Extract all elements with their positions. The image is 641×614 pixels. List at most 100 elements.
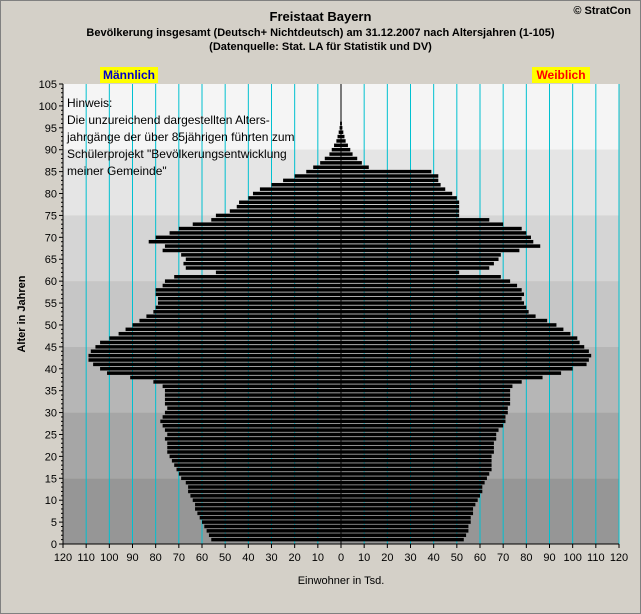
axes: 0 5 10 15 20 25 30 35 40 45 50 55 60 65 70 75 80 85 90 95 10… bbox=[39, 79, 629, 564]
bar-female bbox=[341, 174, 439, 178]
bar-female bbox=[341, 257, 499, 261]
bar-female bbox=[341, 437, 497, 441]
bar-male bbox=[192, 498, 341, 502]
bar-female bbox=[341, 410, 508, 415]
bar-female bbox=[341, 472, 490, 476]
y-tick-label: 75 bbox=[45, 210, 57, 222]
bar-female bbox=[341, 310, 529, 314]
bar-male bbox=[174, 275, 341, 279]
x-tick-label: 110 bbox=[587, 552, 605, 564]
bar-male bbox=[329, 152, 341, 156]
y-tick-label: 105 bbox=[39, 79, 57, 91]
bar-female bbox=[341, 283, 518, 288]
bar-female bbox=[341, 261, 494, 266]
bar-male bbox=[183, 261, 341, 266]
bar-male bbox=[155, 292, 341, 297]
note-line: Schülerprojekt "Bevölkerungsentwicklung bbox=[67, 147, 287, 161]
bar-male bbox=[229, 209, 341, 213]
bar-female bbox=[341, 529, 469, 533]
bar-female bbox=[341, 226, 522, 231]
y-tick-label: 30 bbox=[45, 408, 57, 420]
bar-female bbox=[341, 459, 492, 463]
bar-male bbox=[167, 432, 341, 437]
bar-female bbox=[341, 406, 508, 410]
x-tick-label: 80 bbox=[150, 552, 162, 564]
bar-male bbox=[185, 480, 341, 485]
bar-male bbox=[215, 270, 341, 275]
bar-male bbox=[320, 161, 341, 165]
y-tick-label: 60 bbox=[45, 276, 57, 288]
bar-male bbox=[167, 406, 341, 410]
bar-female bbox=[341, 415, 506, 419]
bar-female bbox=[341, 318, 548, 323]
bar-male bbox=[208, 533, 341, 537]
bar-female bbox=[341, 288, 522, 292]
y-tick-label: 45 bbox=[45, 342, 57, 354]
bar-female bbox=[341, 165, 369, 169]
bar-male bbox=[167, 441, 341, 445]
legend-female-bg bbox=[532, 67, 590, 83]
bar-male bbox=[188, 489, 341, 494]
bar-male bbox=[259, 187, 341, 191]
bar-female bbox=[341, 178, 439, 183]
bar-female bbox=[341, 222, 504, 226]
bar-female bbox=[341, 134, 345, 139]
bar-male bbox=[164, 428, 341, 432]
bar-male bbox=[338, 130, 341, 134]
bar-female bbox=[341, 296, 522, 301]
bar-male bbox=[185, 266, 341, 270]
legend-male-bg bbox=[100, 67, 158, 83]
bar-male bbox=[199, 515, 341, 520]
bar-male bbox=[164, 244, 341, 248]
bar-female bbox=[341, 253, 501, 257]
y-tick-label: 95 bbox=[45, 123, 57, 135]
bar-female bbox=[341, 432, 497, 437]
bar-male bbox=[88, 353, 341, 358]
bar-male bbox=[211, 537, 341, 542]
bar-female bbox=[341, 301, 525, 305]
bar-male bbox=[164, 397, 341, 402]
bar-male bbox=[155, 235, 341, 240]
bar-female bbox=[341, 266, 490, 270]
bar-male bbox=[162, 384, 341, 389]
bar-female bbox=[341, 126, 343, 130]
bar-female bbox=[341, 323, 557, 327]
x-tick-label: 30 bbox=[265, 552, 277, 564]
bar-female bbox=[341, 515, 471, 520]
bar-female bbox=[341, 345, 585, 349]
bar-male bbox=[90, 349, 341, 353]
bar-female bbox=[341, 358, 589, 362]
bar-male bbox=[100, 340, 341, 345]
bar-female bbox=[341, 494, 480, 498]
bar-female bbox=[341, 235, 531, 240]
bar-male bbox=[192, 222, 341, 226]
bar-male bbox=[157, 301, 341, 305]
bar-male bbox=[139, 318, 341, 323]
bar-female bbox=[341, 380, 522, 384]
bar-female bbox=[341, 218, 490, 222]
bar-female bbox=[341, 428, 499, 432]
y-tick-label: 35 bbox=[45, 386, 57, 398]
bar-male bbox=[125, 327, 341, 332]
bars bbox=[88, 112, 592, 542]
note-line: meiner Gemeinde" bbox=[67, 164, 167, 178]
bar-female bbox=[341, 445, 494, 450]
bar-male bbox=[167, 445, 341, 450]
note-line: Hinweis: bbox=[67, 96, 112, 110]
brand-label: © StratCon bbox=[573, 5, 631, 17]
legend-female: Weiblich bbox=[536, 68, 585, 82]
bar-female bbox=[341, 169, 432, 174]
bar-female bbox=[341, 239, 534, 244]
y-tick-label: 20 bbox=[45, 451, 57, 463]
x-tick-label: 20 bbox=[289, 552, 301, 564]
bar-male bbox=[132, 323, 341, 327]
x-tick-label: 60 bbox=[196, 552, 208, 564]
x-tick-label: 40 bbox=[428, 552, 440, 564]
y-tick-label: 10 bbox=[45, 495, 57, 507]
bar-male bbox=[195, 507, 341, 511]
bar-female bbox=[341, 388, 511, 393]
bar-male bbox=[164, 410, 341, 415]
y-tick-label: 85 bbox=[45, 167, 57, 179]
bar-male bbox=[181, 253, 341, 257]
bar-male bbox=[202, 520, 341, 524]
